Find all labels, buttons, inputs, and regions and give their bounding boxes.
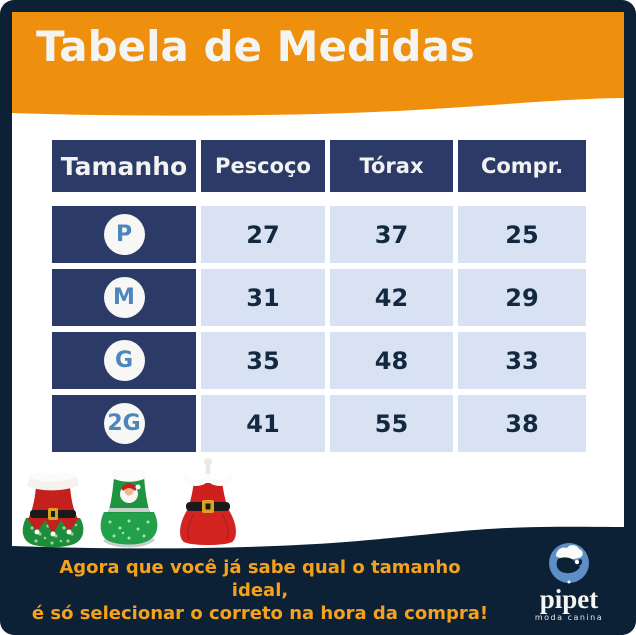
size-letter: P	[115, 222, 133, 247]
page-title: Tabela de Medidas	[36, 22, 475, 71]
size-badge: P	[103, 214, 145, 255]
footer-message: Agora que você já sabe qual o tamanho id…	[30, 556, 490, 625]
value-cell-pescoco: 27	[201, 206, 325, 263]
footer-message-line1: Agora que você já sabe qual o tamanho id…	[59, 557, 461, 601]
column-header-pescoco: Pescoço	[201, 140, 325, 192]
table-row: P 27 37 25	[52, 206, 586, 263]
value-cell-torax: 55	[330, 395, 453, 452]
size-badge: 2G	[103, 403, 145, 444]
size-label-cell: G	[52, 332, 196, 389]
value-cell-compr: 29	[458, 269, 586, 326]
footer-wave-background	[12, 526, 624, 635]
value-cell-torax: 42	[330, 269, 453, 326]
size-label-cell: 2G	[52, 395, 196, 452]
product-images-row	[18, 456, 246, 548]
size-badge: G	[103, 340, 145, 381]
column-header-tamanho: Tamanho	[52, 140, 196, 192]
value-cell-pescoco: 41	[201, 395, 325, 452]
table-row: M 31 42 29	[52, 269, 586, 326]
value-cell-compr: 33	[458, 332, 586, 389]
size-letter: G	[114, 348, 134, 373]
size-label-cell: P	[52, 206, 196, 263]
column-header-torax: Tórax	[330, 140, 453, 192]
value-cell-compr: 25	[458, 206, 586, 263]
table-row: 2G 41 55 38	[52, 395, 586, 452]
size-label-cell: M	[52, 269, 196, 326]
pipet-dog-icon	[549, 543, 589, 584]
value-cell-pescoco: 31	[201, 269, 325, 326]
brand-logo: pipet moda canina	[528, 542, 610, 622]
table-header-row: Tamanho Pescoço Tórax Compr.	[52, 140, 586, 192]
value-cell-compr: 38	[458, 395, 586, 452]
size-table: Tamanho Pescoço Tórax Compr. P 27 37 25 …	[52, 140, 586, 458]
santa-face-dress-image	[100, 470, 158, 548]
column-header-compr: Compr.	[458, 140, 586, 192]
brand-name: pipet	[539, 584, 599, 614]
value-cell-torax: 48	[330, 332, 453, 389]
value-cell-pescoco: 35	[201, 332, 325, 389]
size-letter: M	[113, 285, 135, 310]
header-wave-background	[12, 12, 624, 116]
size-badge: M	[103, 277, 145, 318]
table-row: G 35 48 33	[52, 332, 586, 389]
size-letter: 2G	[107, 411, 141, 436]
brand-tagline: moda canina	[534, 613, 604, 622]
value-cell-torax: 37	[330, 206, 453, 263]
footer-message-line2: é só selecionar o correto na hora da com…	[31, 603, 489, 624]
elf-dress-image	[22, 473, 84, 548]
santa-dress-image	[180, 458, 236, 545]
